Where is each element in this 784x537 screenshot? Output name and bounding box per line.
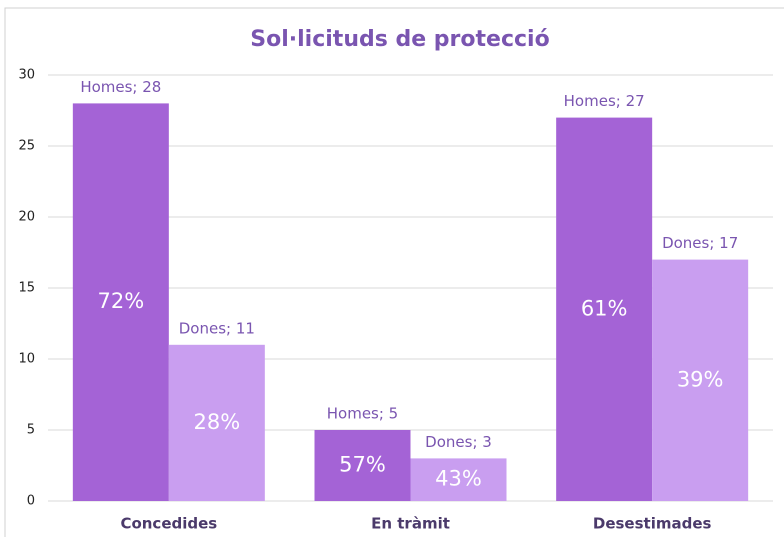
bar — [168, 344, 265, 501]
bar — [410, 458, 507, 501]
percentage-label: 28% — [193, 410, 240, 434]
bar — [72, 103, 169, 502]
y-tick-label: 0 — [27, 494, 35, 509]
y-tick-label: 15 — [18, 281, 35, 296]
y-tick-label: 20 — [18, 210, 35, 225]
y-tick-label: 5 — [27, 423, 35, 438]
percentage-label: 39% — [677, 367, 724, 391]
data-label: Dones; 11 — [179, 319, 255, 337]
data-label: Homes; 28 — [80, 78, 161, 96]
bar — [652, 259, 749, 501]
data-label: Homes; 27 — [564, 92, 645, 110]
bar — [314, 430, 411, 501]
percentage-label: 43% — [435, 467, 482, 491]
percentage-label: 57% — [339, 453, 386, 477]
percentage-label: 72% — [97, 289, 144, 313]
y-tick-label: 25 — [18, 139, 35, 154]
bar — [556, 117, 653, 501]
y-tick-label: 10 — [18, 352, 35, 367]
percentage-label: 61% — [581, 296, 628, 320]
x-tick-label: Concedides — [120, 515, 217, 533]
x-tick-label: Desestimades — [593, 515, 712, 533]
data-label: Dones; 17 — [662, 234, 738, 252]
x-tick-label: En tràmit — [371, 515, 450, 533]
data-label: Homes; 5 — [327, 405, 398, 423]
data-label: Dones; 3 — [425, 433, 492, 451]
y-tick-label: 30 — [18, 68, 35, 83]
chart-title: Sol·licituds de protecció — [250, 27, 549, 52]
